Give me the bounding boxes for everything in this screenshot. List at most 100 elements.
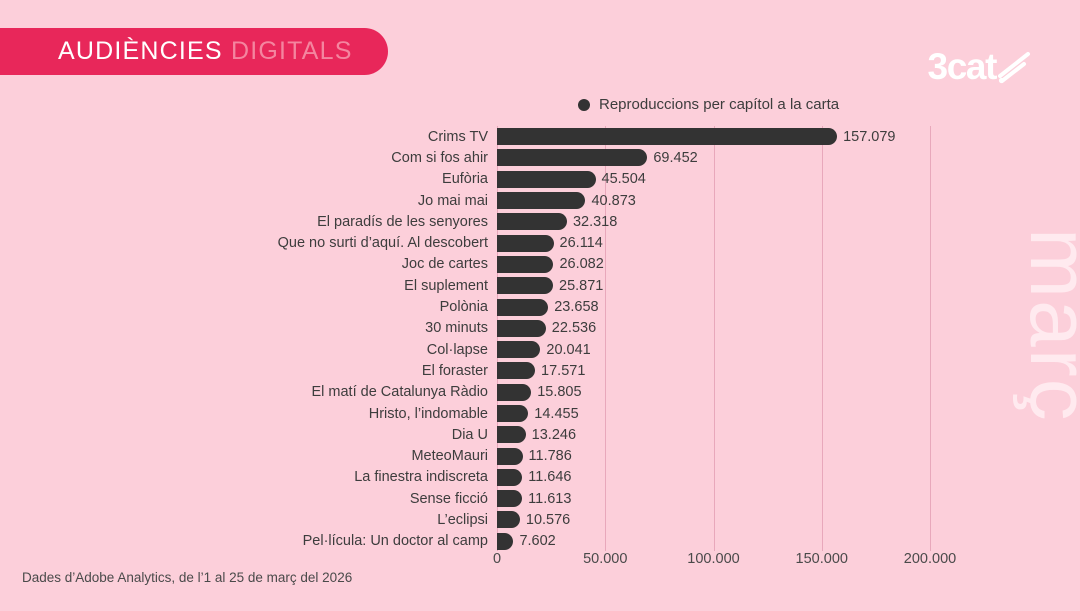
chart-row: Eufòria 45.504: [0, 169, 1080, 190]
category-label: La finestra indiscreta: [354, 469, 488, 486]
chart-row: El paradís de les senyores 32.318: [0, 211, 1080, 232]
bar-group: 157.079: [497, 128, 1080, 146]
category-label: Polònia: [439, 299, 488, 316]
bar[interactable]: [497, 277, 553, 295]
page-title-primary: AUDIÈNCIES: [58, 37, 223, 65]
x-tick-label: 0: [492, 551, 502, 567]
x-axis: 0 50.000 100.000 150.000 200.000: [0, 551, 1080, 575]
bar-value-label: 15.805: [537, 384, 582, 401]
bar[interactable]: [497, 319, 546, 337]
category-label: Dia U: [451, 426, 488, 443]
bar-group: 11.786: [497, 447, 1080, 465]
bar[interactable]: [497, 192, 586, 210]
bar-group: 22.536: [497, 319, 1080, 337]
chart-row: Crims TV 157.079: [0, 126, 1080, 147]
category-label: Joc de cartes: [401, 256, 488, 273]
bar-group: 11.646: [497, 468, 1080, 486]
chart-row: Joc de cartes 26.082: [0, 254, 1080, 275]
category-label: Eufòria: [442, 171, 488, 188]
brand-logo-text: 3cat: [927, 46, 998, 87]
bar[interactable]: [497, 213, 567, 231]
category-label: 30 minuts: [425, 320, 488, 337]
bar[interactable]: [497, 255, 554, 273]
brand-logo: 3cat: [928, 48, 1034, 85]
bar-group: 69.452: [497, 149, 1080, 167]
bar-value-label: 11.786: [528, 448, 572, 465]
bar-value-label: 7.602: [519, 533, 556, 550]
bar-group: 13.246: [497, 426, 1080, 444]
bar-value-label: 23.658: [554, 299, 599, 316]
x-tick-label: 50.000: [583, 551, 628, 567]
bar[interactable]: [497, 490, 523, 508]
bar[interactable]: [497, 170, 596, 188]
bar[interactable]: [497, 128, 838, 146]
bar-value-label: 26.114: [559, 235, 603, 252]
bar[interactable]: [497, 149, 648, 167]
chart-row: Pel·lícula: Un doctor al camp 7.602: [0, 531, 1080, 552]
bar[interactable]: [497, 426, 526, 444]
bar[interactable]: [497, 405, 529, 422]
category-label: El suplement: [404, 277, 488, 294]
category-label: El paradís de les senyores: [317, 213, 488, 230]
bar[interactable]: [497, 362, 536, 380]
chart-row: Dia U 13.246: [0, 424, 1080, 445]
bar-group: 15.805: [497, 383, 1080, 401]
chart-row: Com si fos ahir 69.452: [0, 147, 1080, 168]
bar-value-label: 20.041: [546, 341, 591, 358]
chart-row: Hristo, l’indomable 14.455: [0, 403, 1080, 424]
bar-value-label: 69.452: [653, 149, 698, 166]
chart-row: L’eclipsi 10.576: [0, 509, 1080, 530]
bar[interactable]: [497, 532, 514, 550]
bar-value-label: 22.536: [551, 320, 597, 337]
bar-value-label: 32.318: [572, 213, 618, 230]
bar[interactable]: [497, 341, 541, 359]
bar[interactable]: [497, 234, 554, 252]
category-label: Pel·lícula: Un doctor al camp: [302, 533, 488, 550]
category-label: Que no surti d’aquí. Al descobert: [277, 235, 488, 252]
bar-value-label: 10.576: [525, 511, 571, 528]
chart-row: 30 minuts 22.536: [0, 318, 1080, 339]
bar-group: 23.658: [497, 298, 1080, 316]
legend-marker-icon: [578, 98, 590, 111]
bar[interactable]: [497, 468, 523, 486]
bar-value-label: 14.455: [534, 405, 579, 422]
chart-row: Jo mai mai 40.873: [0, 190, 1080, 211]
bar-value-label: 157.079: [843, 128, 896, 145]
footnote: Dades d’Adobe Analytics, de l’1 al 25 de…: [22, 570, 353, 585]
month-watermark: març: [1013, 228, 1080, 423]
category-label: Col·lapse: [426, 341, 488, 358]
bar-group: 26.082: [497, 255, 1080, 273]
bar-group: 25.871: [497, 277, 1080, 295]
chart-row: Sense ficció 11.613: [0, 488, 1080, 509]
category-label: L’eclipsi: [437, 511, 488, 528]
bar-group: 40.873: [497, 192, 1080, 210]
x-tick-label: 150.000: [795, 551, 848, 567]
x-tick-label: 200.000: [903, 551, 957, 567]
bar[interactable]: [497, 383, 532, 401]
category-label: Com si fos ahir: [391, 149, 488, 166]
chart-row: Col·lapse 20.041: [0, 339, 1080, 360]
bar-group: 10.576: [497, 511, 1080, 529]
bar-value-label: 11.646: [528, 469, 572, 486]
category-label: MeteoMauri: [411, 448, 488, 465]
category-label: El foraster: [421, 362, 488, 379]
page-title-secondary: DIGITALS: [230, 37, 353, 65]
category-label: El matí de Catalunya Ràdio: [311, 384, 488, 401]
legend-label: Reproduccions per capítol a la carta: [599, 96, 840, 113]
category-label: Jo mai mai: [417, 192, 488, 209]
bar-group: 17.571: [497, 362, 1080, 380]
page-title: AUDIÈNCIES DIGITALS: [58, 37, 353, 66]
bar-value-label: 17.571: [541, 362, 586, 379]
bar-group: 14.455: [497, 405, 1080, 422]
bar-group: 45.504: [497, 170, 1080, 188]
chart-row: El matí de Catalunya Ràdio 15.805: [0, 382, 1080, 403]
bar-value-label: 26.082: [559, 256, 604, 273]
chart-row: Que no surti d’aquí. Al descobert 26.114: [0, 232, 1080, 253]
bar[interactable]: [497, 511, 520, 529]
bar[interactable]: [497, 447, 523, 465]
bar[interactable]: [497, 298, 549, 316]
bar-value-label: 25.871: [559, 277, 604, 294]
x-tick-label: 100.000: [687, 551, 740, 567]
bar-group: 11.613: [497, 490, 1080, 508]
bar-group: 26.114: [497, 234, 1080, 252]
